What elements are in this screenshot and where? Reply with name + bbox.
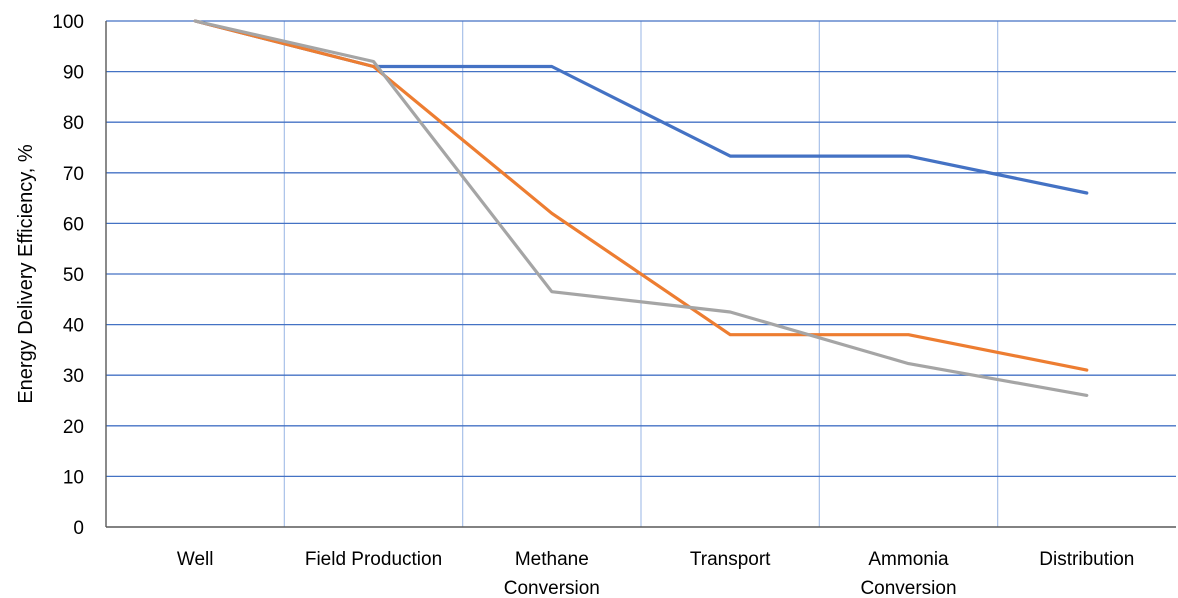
y-tick-label: 80 — [63, 113, 84, 134]
x-category-label: Field Production — [305, 549, 442, 570]
y-tick-label: 70 — [63, 164, 84, 185]
x-category-label: Conversion — [504, 578, 600, 598]
y-tick-label: 60 — [63, 214, 84, 235]
y-tick-label: 0 — [73, 518, 84, 539]
y-tick-label: 10 — [63, 467, 84, 488]
y-tick-label: 30 — [63, 366, 84, 387]
series-line-2 — [193, 19, 1089, 372]
x-category-label: Ammonia — [868, 549, 949, 570]
y-axis-title: Energy Delivery Efficiency, % — [15, 144, 37, 404]
series-line-3 — [193, 19, 1089, 397]
x-category-label: Conversion — [860, 578, 956, 598]
x-category-label: Well — [177, 549, 214, 570]
x-category-label: Methane — [515, 549, 589, 570]
y-tick-label: 90 — [63, 63, 84, 84]
y-tick-label: 50 — [63, 265, 84, 286]
y-tick-label: 40 — [63, 316, 84, 337]
y-tick-label: 100 — [52, 12, 84, 33]
y-tick-label: 20 — [63, 417, 84, 438]
x-category-label: Distribution — [1039, 549, 1134, 570]
x-category-label: Transport — [690, 549, 771, 570]
